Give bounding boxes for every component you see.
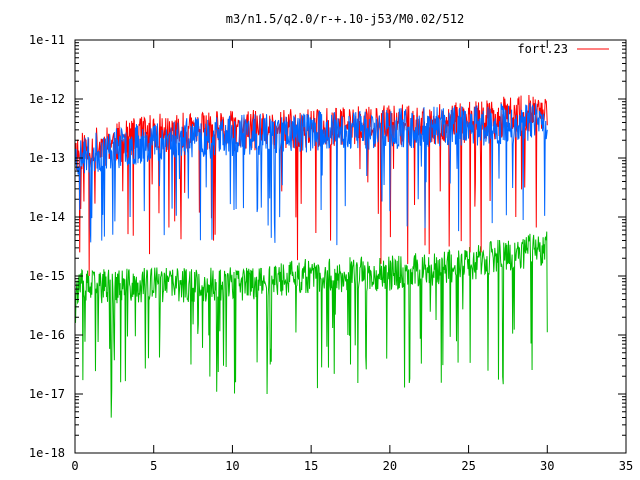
series-line-0: [74, 95, 548, 277]
x-tick-label: 35: [619, 459, 633, 473]
x-tick-label: 25: [461, 459, 475, 473]
x-tick-label: 20: [383, 459, 397, 473]
y-axis: 1e-11 1e-12 1e-13 1e-14 1e-15 1e-16 1e-17 1e-18: [29, 33, 626, 460]
x-tick-label: 10: [225, 459, 239, 473]
y-tick-label: 1e-12: [29, 92, 65, 106]
y-tick-label: 1e-13: [29, 151, 65, 165]
x-tick-label: 30: [540, 459, 554, 473]
y-tick-label: 1e-14: [29, 210, 65, 224]
plot-frame: [74, 39, 627, 454]
x-tick-label: 0: [71, 459, 78, 473]
series-layer: [74, 95, 548, 418]
x-tick-label: 5: [150, 459, 157, 473]
series-line-2: [74, 231, 548, 418]
series-line-1: [74, 102, 548, 246]
x-axis: 0 5 10 15 20 25 30 35: [71, 40, 633, 473]
chart-title: m3/n1.5/q2.0/r-+.10-j53/M0.02/512: [226, 12, 464, 26]
y-tick-label: 1e-15: [29, 269, 65, 283]
y-tick-label: 1e-17: [29, 387, 65, 401]
y-tick-label: 1e-18: [29, 446, 65, 460]
legend: fort.23: [517, 42, 609, 56]
legend-label: fort.23: [517, 42, 568, 56]
x-tick-label: 15: [304, 459, 318, 473]
y-tick-label: 1e-11: [29, 33, 65, 47]
y-tick-label: 1e-16: [29, 328, 65, 342]
